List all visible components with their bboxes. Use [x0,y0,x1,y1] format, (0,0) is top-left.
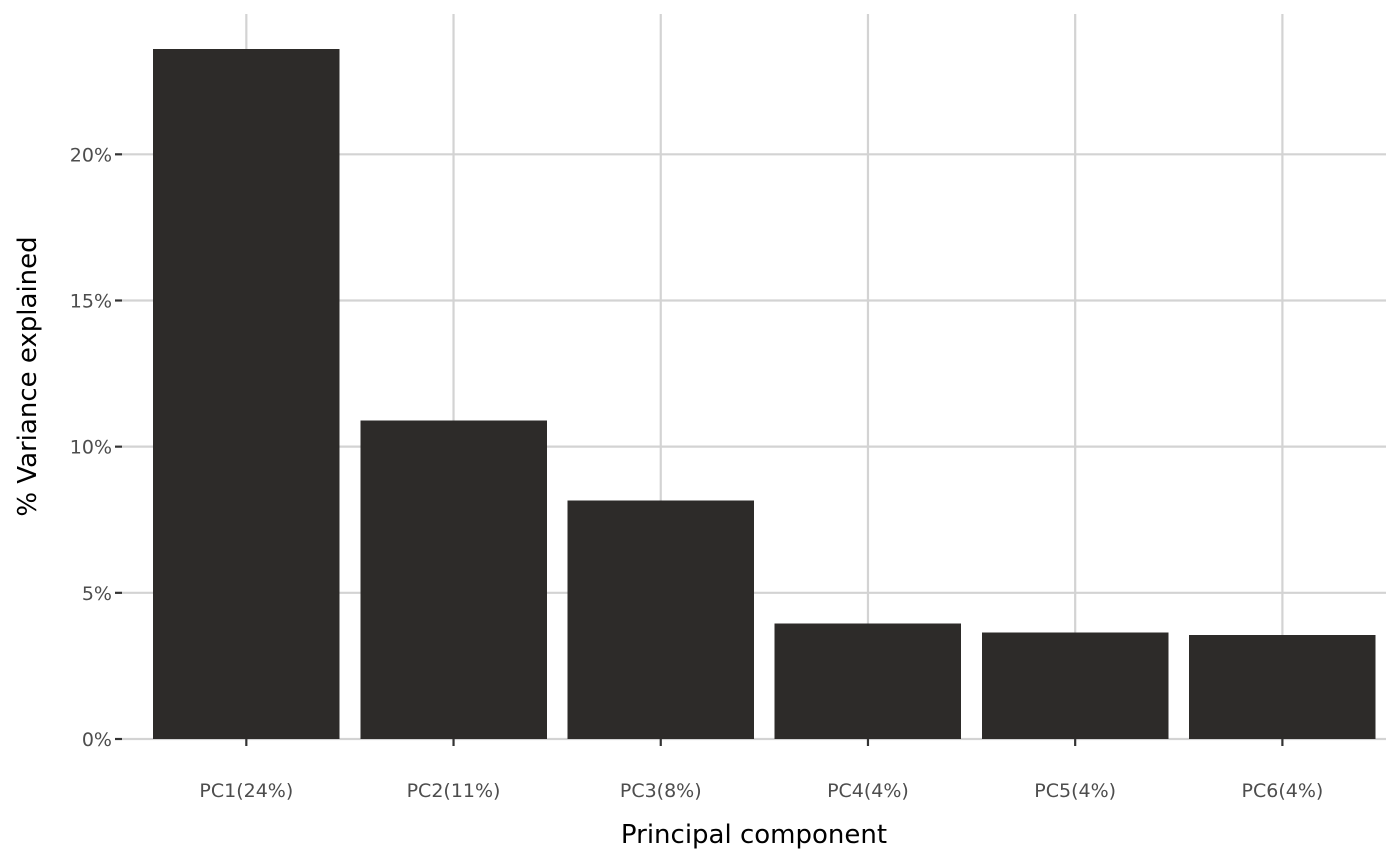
x-tick-label-0: PC1(24%) [199,780,293,802]
y-tick-label-4: 20% [70,144,112,166]
x-tick-label-5: PC6(4%) [1242,780,1324,802]
y-tick-label-0: 0% [82,729,112,751]
x-tick-label-2: PC3(8%) [620,780,702,802]
x-axis-title: Principal component [621,820,887,850]
bar-PC6(4%) [1189,635,1376,739]
bar-PC4(4%) [774,623,962,739]
y-tick-label-1: 5% [82,583,112,605]
x-tick-label-4: PC5(4%) [1034,780,1116,802]
x-tick-label-1: PC2(11%) [407,780,501,802]
y-tick-label-3: 15% [70,290,112,312]
y-tick-label-2: 10% [70,437,112,459]
bar-PC5(4%) [981,632,1169,739]
bars [153,49,1376,740]
y-axis-title: % Variance explained [13,236,43,516]
x-tick-label-3: PC4(4%) [827,780,909,802]
bar-PC2(11%) [360,420,547,739]
axes: 0% 5% 10% 15% 20% PC1(24%) PC2(11%) PC3(8%) PC4(… [70,144,1324,802]
bar-PC1(24%) [153,49,340,740]
bar-PC3(8%) [567,500,754,739]
